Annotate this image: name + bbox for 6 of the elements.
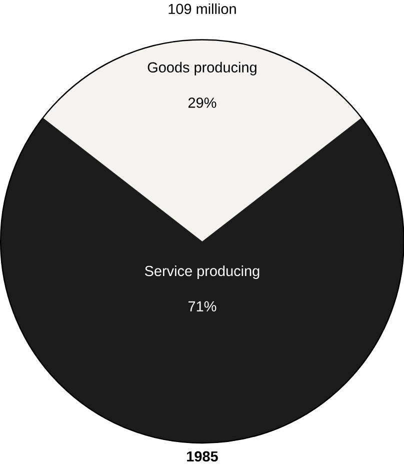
slice-label: Service producing	[144, 265, 259, 279]
slice-label: Goods producing	[148, 62, 256, 76]
data-label: 29%	[188, 98, 216, 108]
data-label: 71%	[188, 301, 216, 312]
text: 1985	[186, 451, 218, 462]
chart-title: 109 million	[168, 3, 236, 14]
